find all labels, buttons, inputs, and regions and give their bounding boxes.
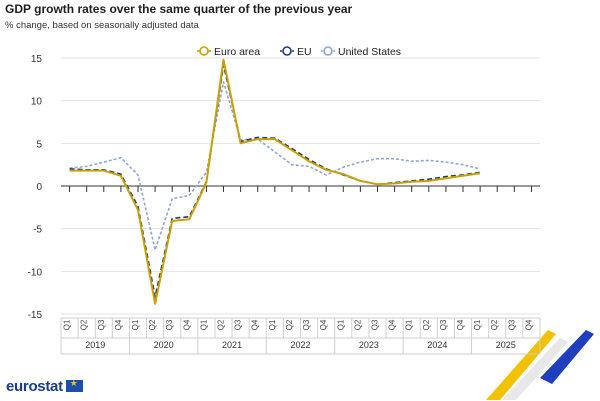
quarter-label: Q4 [114, 319, 123, 330]
y-tick-label: 5 [36, 139, 42, 150]
brand-name: eurostat [6, 378, 63, 395]
corner-blue-shape [540, 330, 594, 384]
y-tick-label: 10 [31, 97, 43, 108]
legend-label-eu: EU [297, 46, 312, 58]
quarter-label: Q4 [388, 319, 397, 330]
y-tick-label: 0 [36, 182, 42, 193]
y-tick-label: -15 [28, 310, 43, 321]
quarter-label: Q3 [507, 319, 516, 330]
quarter-label: Q2 [422, 319, 431, 330]
y-tick-label: -10 [28, 267, 43, 278]
year-label: 2021 [222, 340, 242, 350]
quarter-label: Q2 [148, 319, 157, 330]
legend-label-united-states: United States [338, 46, 401, 58]
chart-title: GDP growth rates over the same quarter o… [5, 2, 353, 16]
quarter-label: Q3 [302, 319, 311, 330]
corner-yellow-shape [486, 330, 556, 400]
year-label: 2023 [359, 340, 379, 350]
quarter-label: Q1 [473, 319, 482, 330]
quarter-label: Q3 [439, 319, 448, 330]
quarter-label: Q1 [63, 319, 72, 330]
y-tick-label: -5 [33, 225, 42, 236]
quarter-label: Q2 [217, 319, 226, 330]
legend-marker-eu [282, 46, 292, 56]
quarter-label: Q2 [353, 319, 362, 330]
quarter-label: Q1 [199, 319, 208, 330]
series-line-united-states [69, 81, 481, 251]
quarter-label: Q2 [285, 319, 294, 330]
legend-marker-united-states [323, 46, 333, 56]
quarter-label: Q1 [336, 319, 345, 330]
quarter-label: Q3 [97, 319, 106, 330]
year-label: 2024 [427, 340, 447, 350]
quarter-label: Q3 [370, 319, 379, 330]
chart-subtitle: % change, based on seasonally adjusted d… [5, 20, 199, 31]
quarter-label: Q3 [234, 319, 243, 330]
year-label: 2022 [290, 340, 310, 350]
quarter-label: Q4 [524, 319, 533, 330]
quarter-label: Q4 [251, 319, 260, 330]
year-label: 2019 [85, 340, 105, 350]
quarter-label: Q2 [490, 319, 499, 330]
quarter-label: Q4 [182, 319, 191, 330]
eurostat-logo: eurostat [6, 378, 83, 395]
corner-grey-shape [502, 338, 568, 400]
year-label: 2025 [496, 340, 516, 350]
quarter-label: Q3 [165, 319, 174, 330]
legend-marker-euro-area [199, 46, 209, 56]
quarter-label: Q2 [80, 319, 89, 330]
quarter-label: Q4 [456, 319, 465, 330]
series-line-euro-area [69, 58, 481, 305]
eu-flag-icon [65, 378, 83, 392]
year-label: 2020 [154, 340, 174, 350]
quarter-label: Q1 [131, 319, 140, 330]
y-tick-label: 15 [31, 54, 43, 65]
quarter-label: Q1 [405, 319, 414, 330]
quarter-label: Q4 [319, 319, 328, 330]
quarter-label: Q1 [268, 319, 277, 330]
legend-label-euro-area: Euro area [214, 46, 260, 58]
